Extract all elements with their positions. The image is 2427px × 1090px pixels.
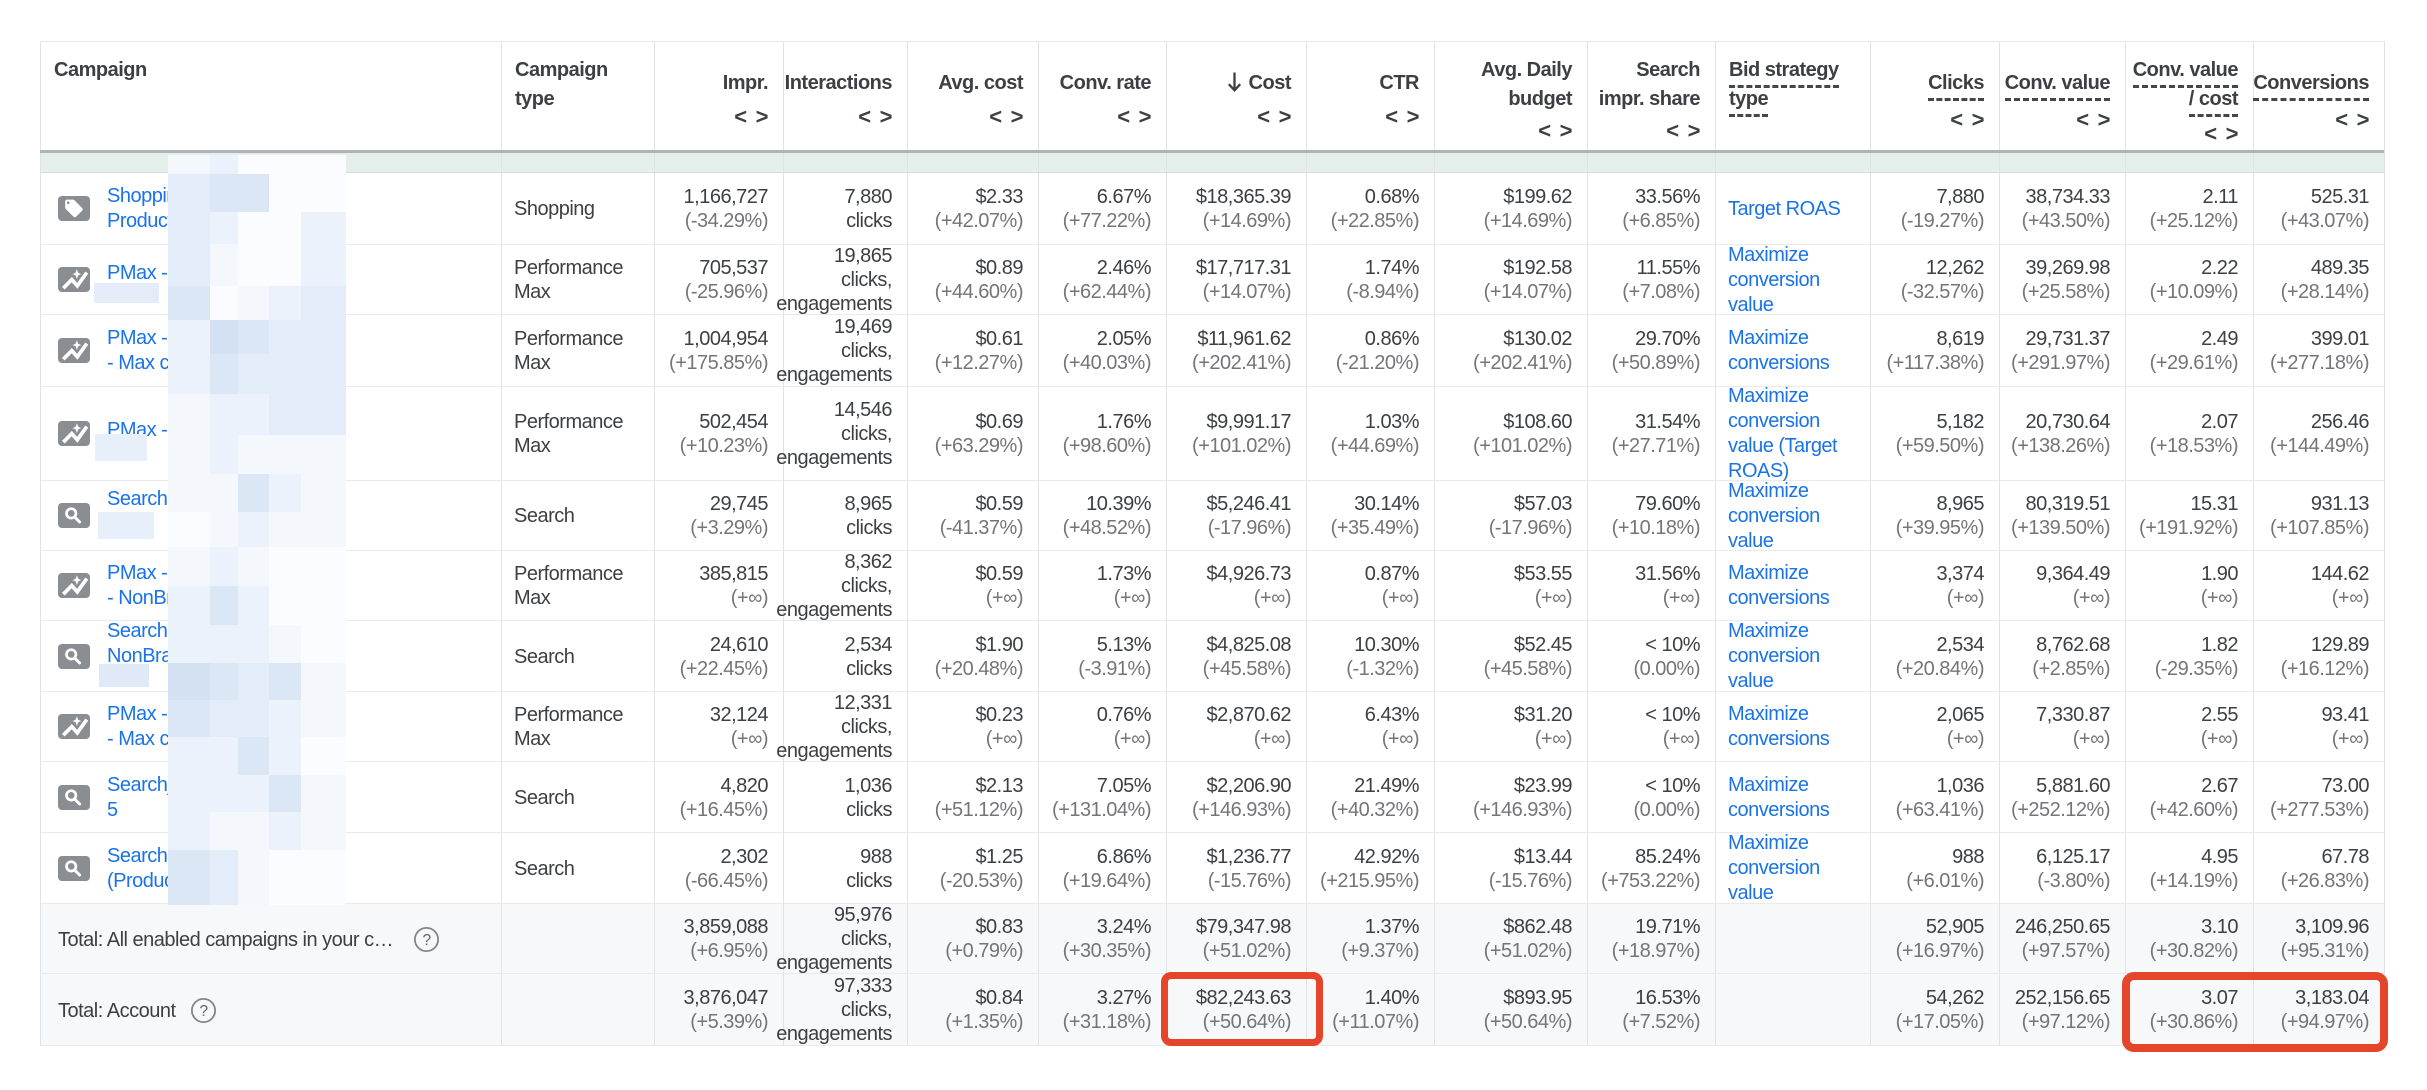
svg-text:?: ? [199, 1003, 208, 1020]
svg-text:?: ? [423, 932, 432, 949]
